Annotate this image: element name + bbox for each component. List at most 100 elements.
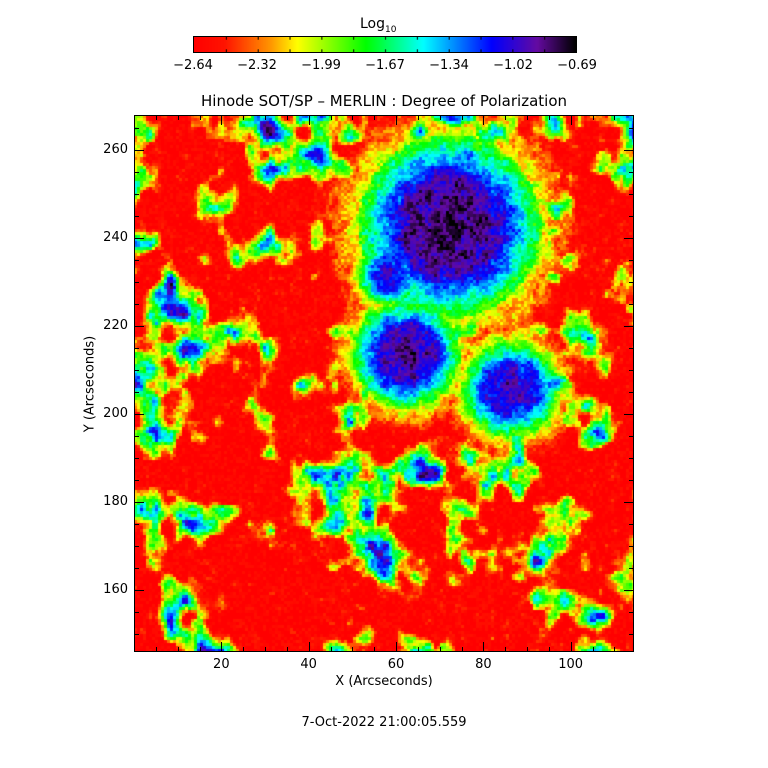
y-minor-tick <box>134 634 139 635</box>
plot-area <box>134 115 634 652</box>
x-tick-label: 40 <box>300 657 317 672</box>
x-minor-tick-top <box>418 115 419 120</box>
x-minor-tick-top <box>374 115 375 120</box>
x-major-tick <box>221 642 222 652</box>
x-minor-tick <box>593 647 594 652</box>
y-minor-tick-right <box>629 348 634 349</box>
y-minor-tick <box>134 612 139 613</box>
y-major-tick-right <box>624 238 634 239</box>
x-minor-tick-top <box>527 115 528 120</box>
x-minor-tick <box>527 647 528 652</box>
x-major-tick <box>483 642 484 652</box>
x-tick-label: 60 <box>387 657 405 672</box>
x-minor-tick <box>462 647 463 652</box>
y-minor-tick-right <box>629 458 634 459</box>
y-major-tick-right <box>624 150 634 151</box>
y-minor-tick-right <box>629 612 634 613</box>
x-minor-tick-top <box>178 115 179 120</box>
x-minor-tick <box>374 647 375 652</box>
x-minor-tick <box>614 647 615 652</box>
x-minor-tick <box>352 647 353 652</box>
y-minor-tick-right <box>629 128 634 129</box>
y-minor-tick-right <box>629 370 634 371</box>
y-tick-label: 260 <box>103 142 128 158</box>
x-minor-tick-top <box>156 115 157 120</box>
y-minor-tick <box>134 392 139 393</box>
x-minor-tick-top <box>593 115 594 120</box>
x-major-tick <box>396 642 397 652</box>
x-minor-tick <box>178 647 179 652</box>
x-tick-label: 80 <box>475 657 492 672</box>
colorbar-tick-label: −1.02 <box>493 58 533 73</box>
colorbar-tick-label: −2.32 <box>237 58 277 73</box>
x-minor-tick <box>505 647 506 652</box>
y-major-tick-right <box>624 502 634 503</box>
chart-title: Hinode SOT/SP – MERLIN : Degree of Polar… <box>201 92 567 110</box>
timestamp: 7-Oct-2022 21:00:05.559 <box>301 715 467 730</box>
y-major-tick <box>134 238 144 239</box>
y-minor-tick-right <box>629 568 634 569</box>
x-minor-tick <box>265 647 266 652</box>
x-major-tick-top <box>571 115 572 125</box>
x-major-tick-top <box>396 115 397 125</box>
x-minor-tick-top <box>200 115 201 120</box>
x-minor-tick-top <box>352 115 353 120</box>
x-minor-tick <box>331 647 332 652</box>
y-major-tick <box>134 590 144 591</box>
x-minor-tick <box>243 647 244 652</box>
y-minor-tick <box>134 436 139 437</box>
x-tick-label: 100 <box>558 657 584 672</box>
x-tick-label: 20 <box>213 657 230 672</box>
x-major-tick-top <box>483 115 484 125</box>
y-minor-tick <box>134 304 139 305</box>
y-minor-tick <box>134 260 139 261</box>
y-minor-tick <box>134 348 139 349</box>
y-minor-tick <box>134 546 139 547</box>
y-minor-tick-right <box>629 436 634 437</box>
colorbar-tick-label: −0.69 <box>557 58 597 73</box>
x-minor-tick-top <box>549 115 550 120</box>
y-tick-label: 200 <box>103 406 128 422</box>
y-minor-tick <box>134 480 139 481</box>
y-minor-tick-right <box>629 304 634 305</box>
y-minor-tick <box>134 128 139 129</box>
x-minor-tick-top <box>287 115 288 120</box>
x-axis-label: X (Arcseconds) <box>335 674 433 689</box>
y-minor-tick-right <box>629 216 634 217</box>
colorbar-tick-label: −1.34 <box>429 58 469 73</box>
y-minor-tick-right <box>629 260 634 261</box>
x-minor-tick <box>549 647 550 652</box>
y-tick-label: 180 <box>103 494 128 510</box>
y-tick-label: 240 <box>103 230 128 246</box>
y-tick-label: 220 <box>103 318 128 334</box>
y-major-tick <box>134 150 144 151</box>
x-major-tick-top <box>309 115 310 125</box>
colorbar-tick-label: −1.67 <box>365 58 405 73</box>
x-minor-tick-top <box>440 115 441 120</box>
x-minor-tick <box>418 647 419 652</box>
colorbar-label-base: Log <box>360 16 386 32</box>
colorbar <box>193 36 577 53</box>
x-minor-tick <box>156 647 157 652</box>
y-minor-tick-right <box>629 546 634 547</box>
x-minor-tick-top <box>331 115 332 120</box>
x-minor-tick-top <box>614 115 615 120</box>
x-major-tick <box>309 642 310 652</box>
y-minor-tick-right <box>629 634 634 635</box>
colorbar-label: Log10 <box>360 16 396 35</box>
x-minor-tick <box>287 647 288 652</box>
y-minor-tick <box>134 194 139 195</box>
x-minor-tick-top <box>462 115 463 120</box>
y-major-tick <box>134 414 144 415</box>
colorbar-label-subscript: 10 <box>385 24 397 35</box>
y-major-tick-right <box>624 590 634 591</box>
y-minor-tick <box>134 282 139 283</box>
y-minor-tick-right <box>629 392 634 393</box>
y-minor-tick <box>134 568 139 569</box>
y-minor-tick-right <box>629 480 634 481</box>
y-minor-tick <box>134 172 139 173</box>
x-minor-tick <box>440 647 441 652</box>
y-minor-tick <box>134 370 139 371</box>
x-minor-tick-top <box>505 115 506 120</box>
